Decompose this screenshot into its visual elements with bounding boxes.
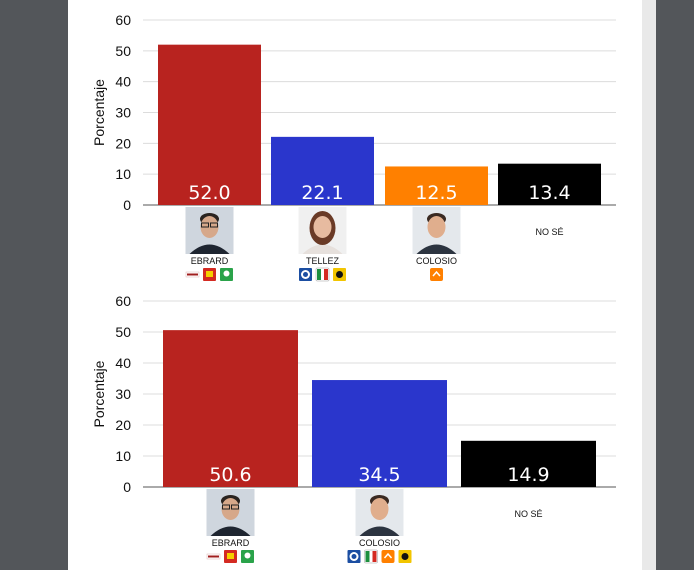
pri-logo — [364, 549, 378, 564]
prd-logo-mark — [336, 271, 343, 278]
y-tick-label: 30 — [115, 386, 131, 402]
colosio-photo — [355, 489, 404, 536]
ebrard-photo — [206, 489, 255, 536]
category-label: TELLEZ — [306, 256, 340, 266]
y-tick-label: 50 — [115, 324, 131, 340]
prd-logo-mark — [401, 553, 409, 560]
bar-ebrard — [163, 330, 298, 487]
pt-logo — [224, 550, 237, 563]
mc-logo-mark — [383, 552, 393, 559]
bar-value-label: 50.6 — [209, 464, 251, 486]
photo-shoulders — [189, 244, 230, 254]
photo-face — [370, 498, 389, 520]
photo-glasses-left — [201, 222, 209, 228]
mc-logo — [381, 550, 395, 563]
category-label: NO SÉ — [535, 227, 563, 237]
prd-logo — [398, 550, 412, 563]
category-label: NO SÉ — [514, 509, 542, 519]
category-label: EBRARD — [212, 538, 250, 548]
mc-logo — [430, 268, 443, 281]
pan-logo-dot — [351, 554, 357, 559]
y-tick-label: 40 — [115, 74, 131, 90]
y-tick-label: 30 — [115, 105, 131, 121]
morena-logo-mark — [208, 555, 219, 558]
bar-value-label: 12.5 — [415, 182, 457, 204]
category-label: COLOSIO — [359, 538, 400, 548]
verde-logo — [241, 550, 254, 563]
pt-logo-mark — [206, 271, 213, 277]
bar-no-s — [461, 440, 596, 487]
photo-face — [427, 216, 446, 238]
bar-value-label: 14.9 — [507, 464, 549, 486]
y-tick-label: 10 — [115, 448, 131, 464]
mc-logo-box — [430, 268, 443, 281]
y-axis-title: Porcentaje — [91, 79, 107, 146]
photo-glasses-left — [222, 504, 230, 510]
bar-value-label: 34.5 — [358, 464, 400, 486]
bar-value-label: 13.4 — [528, 182, 570, 204]
verde-logo-mark — [223, 270, 230, 277]
pt-logo — [203, 268, 216, 281]
photo-shoulders — [416, 244, 457, 254]
mc-logo-mark — [432, 270, 441, 277]
photo-face — [313, 216, 332, 238]
bar-tellez — [271, 136, 374, 205]
category-label: COLOSIO — [416, 256, 457, 266]
pri-logo-red — [372, 551, 377, 562]
photo-shoulders — [359, 526, 400, 536]
bar-ebrard — [158, 44, 261, 205]
pan-logo — [347, 550, 361, 563]
y-axis-title: Porcentaje — [91, 360, 107, 427]
prd-logo — [333, 268, 346, 281]
pri-logo — [315, 267, 330, 282]
bar-value-label: 22.1 — [301, 182, 343, 204]
y-tick-label: 20 — [115, 135, 131, 151]
photo-glasses-right — [210, 222, 218, 228]
bar-chart-2: 0 10 20 30 40 50 60 Porcentaje 50.6 34.5 14.9 EBRAR… — [91, 293, 616, 564]
pri-logo-red — [324, 269, 328, 280]
morena-logo — [206, 553, 221, 560]
mc-logo-box — [381, 550, 395, 563]
y-tick-label: 60 — [115, 293, 131, 309]
verde-logo-mark — [244, 552, 251, 559]
y-tick-label: 10 — [115, 166, 131, 182]
y-tick-label: 0 — [123, 197, 131, 213]
colosio-photo — [412, 207, 461, 254]
pri-logo-green — [365, 551, 370, 562]
photo-shoulders — [302, 244, 343, 254]
morena-logo-mark — [187, 273, 198, 276]
photo-face — [200, 216, 219, 238]
pri-logo-green — [317, 269, 321, 280]
pan-logo — [299, 268, 312, 281]
y-tick-label: 40 — [115, 355, 131, 371]
y-tick-label: 20 — [115, 417, 131, 433]
bar-colosio — [385, 166, 488, 205]
y-tick-label: 50 — [115, 43, 131, 59]
photo-shoulders — [210, 526, 251, 536]
y-tick-label: 0 — [123, 479, 131, 495]
bar-chart-1: 0 10 20 30 40 50 60 Porcentaje 52.0 22.1 12.5 13.4 E… — [91, 12, 616, 282]
bar-no-s — [498, 163, 601, 205]
ebrard-photo — [185, 207, 234, 254]
photo-glasses-right — [231, 504, 239, 510]
bar-colosio — [312, 380, 447, 487]
morena-logo — [185, 271, 200, 278]
verde-logo — [220, 268, 233, 281]
tellez-photo — [298, 207, 347, 254]
pt-logo-mark — [227, 553, 234, 559]
pan-logo-dot — [303, 272, 308, 277]
scrollbar-track[interactable] — [642, 0, 656, 570]
y-tick-label: 60 — [115, 12, 131, 28]
photo-face — [221, 498, 240, 520]
bar-value-label: 52.0 — [188, 182, 230, 204]
category-label: EBRARD — [191, 256, 229, 266]
